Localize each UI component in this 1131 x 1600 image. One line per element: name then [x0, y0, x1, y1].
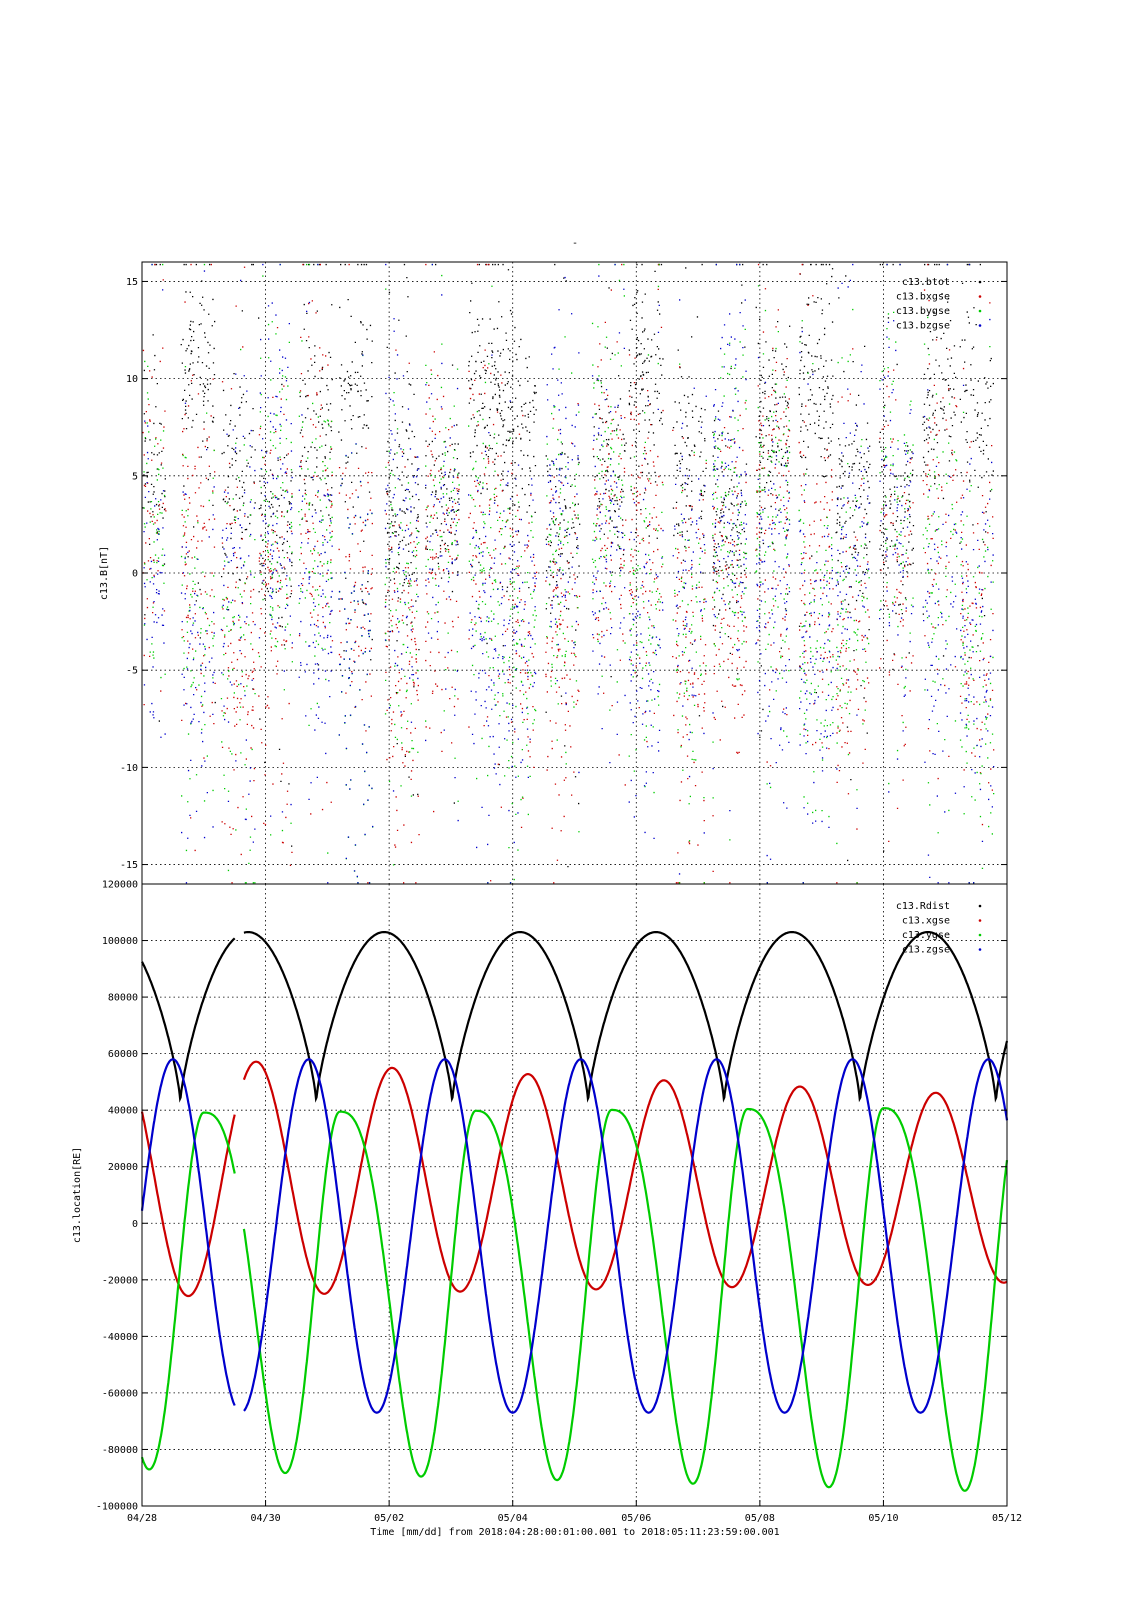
location-frame — [141, 883, 1008, 1507]
scatter-points-bzgse — [143, 263, 995, 884]
x-tick-label: 05/08 — [745, 1513, 775, 1524]
y-tick-label: -15 — [120, 860, 138, 871]
y-tick-label: 20000 — [108, 1162, 138, 1173]
y-tick-label: 80000 — [108, 993, 138, 1004]
series-line-Rdist — [243, 931, 1009, 1103]
y-tick-label: -80000 — [102, 1445, 138, 1456]
legend-label: c13.btot — [902, 277, 950, 288]
x-tick-label: 04/30 — [251, 1513, 281, 1524]
y-tick-label: -10 — [120, 763, 138, 774]
y-tick-label: 0 — [132, 1219, 138, 1230]
legend-label: c13.bygse — [896, 306, 950, 317]
time-axis-ticks: 04/28 04/30 05/02 05/04 05/06 05/08 05/10 05/12 — [127, 1500, 1022, 1524]
legend-marker — [978, 309, 982, 313]
magnetic-field-y-label: c13.B[nT] — [99, 546, 110, 600]
legend-marker — [978, 324, 982, 327]
location-y-label: c13.location[RE] — [72, 1147, 83, 1243]
location-grid — [142, 884, 1007, 1506]
legend-label: c13.bxgse — [896, 292, 950, 303]
y-tick-label: 100000 — [102, 936, 138, 947]
legend-label: c13.ygse — [902, 930, 950, 941]
series-line-xgse — [140, 1111, 236, 1298]
magnetic-field-points — [142, 263, 995, 884]
series-line-ygse — [242, 1107, 1009, 1492]
x-tick-label: 05/10 — [868, 1513, 898, 1524]
magnetic-field-legend: c13.btot c13.bxgse c13.bygse c13.bzgse — [896, 277, 982, 332]
y-tick-label: 60000 — [108, 1049, 138, 1060]
legend-marker — [978, 295, 982, 298]
time-axis-label: Time [mm/dd] from 2018:04:28:00:01:00.00… — [370, 1527, 779, 1538]
scatter-points-btot — [142, 263, 994, 868]
y-tick-label: 0 — [132, 569, 138, 580]
legend-label: c13.zgse — [902, 945, 950, 956]
legend-label: c13.Rdist — [896, 901, 950, 912]
location-lines — [140, 931, 1009, 1492]
magnetic-field-grid — [142, 262, 1007, 884]
legend-marker — [978, 948, 982, 951]
series-line-xgse — [242, 1060, 1008, 1295]
header-mark: - — [572, 238, 578, 249]
x-tick-label: 05/12 — [992, 1513, 1022, 1524]
legend-label: c13.xgse — [902, 916, 950, 927]
series-line-zgse — [140, 1058, 236, 1406]
y-tick-label: 40000 — [108, 1106, 138, 1117]
y-tick-label: 15 — [126, 277, 138, 288]
legend-label: c13.bzgse — [896, 321, 950, 332]
x-tick-label: 05/06 — [621, 1513, 651, 1524]
x-tick-label: 04/28 — [127, 1513, 157, 1524]
location-legend: c13.Rdist c13.xgse c13.ygse c13.zgse — [896, 901, 982, 956]
series-line-ygse — [140, 1111, 236, 1471]
y-tick-label: -40000 — [102, 1332, 138, 1343]
series-line-Rdist — [141, 937, 236, 1103]
y-tick-label: -5 — [126, 666, 138, 677]
legend-marker — [978, 280, 982, 284]
magnetic-field-panel: 15 10 5 0 -5 -10 -15 c13.B[nT] c13.btot c13.bxg… — [99, 261, 1008, 885]
x-tick-label: 05/04 — [498, 1513, 528, 1524]
series-line-zgse — [243, 1058, 1009, 1414]
legend-marker — [978, 904, 982, 908]
y-tick-label: 5 — [132, 471, 138, 482]
y-tick-label: -60000 — [102, 1388, 138, 1399]
y-tick-label: 120000 — [102, 880, 138, 891]
y-tick-label: -100000 — [96, 1502, 138, 1513]
y-tick-label: 10 — [126, 374, 138, 385]
x-tick-label: 05/02 — [374, 1513, 404, 1524]
scatter-points-bygse — [143, 263, 995, 884]
magnetic-field-y-ticks: 15 10 5 0 -5 -10 -15 — [120, 277, 1007, 871]
location-panel: 120000 100000 80000 60000 40000 20000 0 -20000 -… — [72, 880, 1009, 1513]
legend-marker — [978, 933, 982, 937]
location-y-ticks: 120000 100000 80000 60000 40000 20000 0 -20000 -… — [96, 880, 1007, 1513]
y-tick-label: -20000 — [102, 1275, 138, 1286]
scatter-points-bxgse — [142, 263, 995, 884]
legend-marker — [978, 919, 982, 922]
